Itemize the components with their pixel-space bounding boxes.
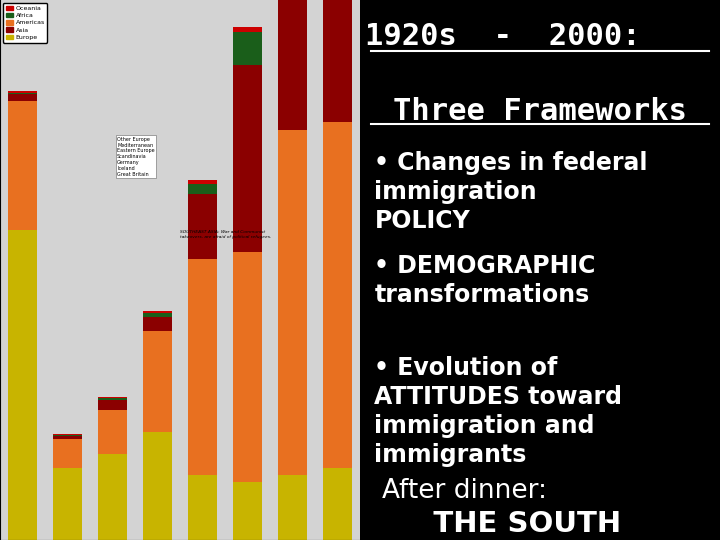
Bar xyxy=(233,26,262,32)
Bar xyxy=(53,436,82,439)
Bar xyxy=(188,184,217,194)
Bar xyxy=(53,435,82,436)
Bar xyxy=(98,454,127,540)
Bar xyxy=(233,65,262,252)
Bar xyxy=(143,311,172,313)
Bar xyxy=(278,130,307,475)
Bar xyxy=(233,482,262,540)
Bar xyxy=(278,475,307,540)
Text: THE SOUTH: THE SOUTH xyxy=(403,510,621,538)
Bar xyxy=(98,400,127,410)
Bar xyxy=(188,259,217,475)
Text: After dinner:: After dinner: xyxy=(382,478,546,504)
Text: • Changes in federal
immigration
POLICY: • Changes in federal immigration POLICY xyxy=(374,151,648,233)
Bar xyxy=(188,180,217,184)
Bar xyxy=(188,194,217,259)
Bar xyxy=(8,231,37,540)
Bar xyxy=(278,0,307,130)
Bar xyxy=(323,468,352,540)
Text: Other Europe
Mediterranean
Eastern Europe
Scandinavia
Germany
Iceland
Great Brit: Other Europe Mediterranean Eastern Europ… xyxy=(117,137,155,177)
Bar xyxy=(233,32,262,65)
Bar xyxy=(188,475,217,540)
Text: 1920s  -  2000:: 1920s - 2000: xyxy=(366,22,714,51)
Bar xyxy=(323,123,352,468)
Bar xyxy=(98,410,127,454)
Bar xyxy=(53,434,82,435)
Bar xyxy=(8,93,37,101)
Bar xyxy=(323,0,352,123)
Bar xyxy=(53,468,82,540)
Bar xyxy=(53,439,82,468)
Bar xyxy=(143,331,172,432)
Text: SOUTHEAST ASIA: War and Communist
takeovers, are afraid of political refugees.: SOUTHEAST ASIA: War and Communist takeov… xyxy=(180,230,271,239)
Text: Three Frameworks: Three Frameworks xyxy=(393,97,687,126)
Bar xyxy=(143,432,172,540)
Text: • Evolution of
ATTITUDES toward
immigration and
immigrants: • Evolution of ATTITUDES toward immigrat… xyxy=(374,356,622,467)
Text: • DEMOGRAPHIC
transformations: • DEMOGRAPHIC transformations xyxy=(374,254,595,307)
Bar xyxy=(143,317,172,331)
Bar xyxy=(233,252,262,482)
Legend: Oceania, Africa, Americas, Asia, Europe: Oceania, Africa, Americas, Asia, Europe xyxy=(3,3,48,43)
Bar xyxy=(143,313,172,317)
Bar xyxy=(8,91,37,93)
Bar xyxy=(98,397,127,398)
Bar xyxy=(98,398,127,400)
Bar xyxy=(8,101,37,231)
